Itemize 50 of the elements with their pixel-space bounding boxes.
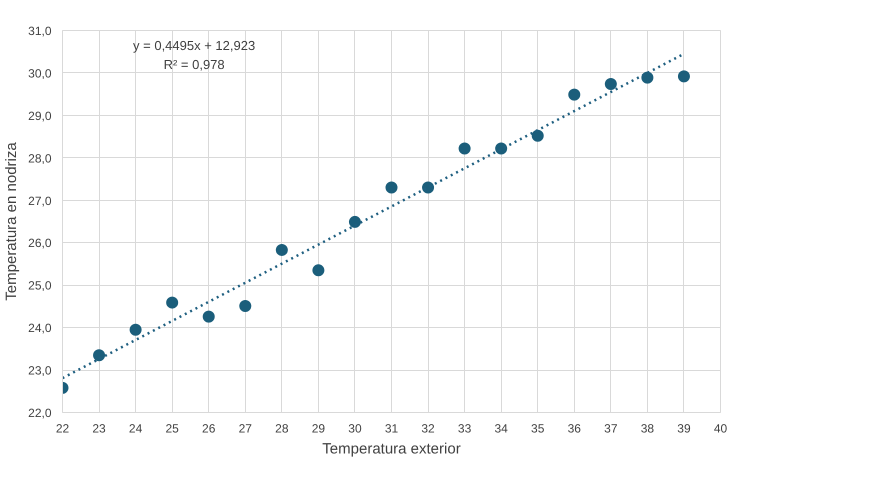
y-tick-label: 25,0 bbox=[28, 278, 52, 293]
y-tick-label: 30,0 bbox=[28, 66, 52, 80]
x-tick-label: 25 bbox=[165, 422, 180, 436]
point bbox=[130, 324, 142, 336]
x-tick-label: 38 bbox=[640, 422, 654, 436]
point bbox=[239, 300, 252, 312]
x-tick-label: 24 bbox=[128, 422, 143, 436]
point bbox=[568, 88, 580, 101]
x-tick-label: 37 bbox=[604, 422, 618, 436]
x-tick-label: 35 bbox=[531, 422, 545, 436]
x-tick-label: 34 bbox=[494, 422, 508, 436]
y-tick-label: 31,0 bbox=[28, 24, 52, 38]
x-tick-label: 33 bbox=[458, 422, 472, 436]
annotation: y = 0,4495x + 12,923 bbox=[133, 38, 256, 54]
x-tick-label: 31 bbox=[384, 422, 398, 436]
x-tick-label: 30 bbox=[348, 422, 362, 436]
point bbox=[312, 264, 324, 276]
point bbox=[93, 349, 106, 362]
x-tick-label: 32 bbox=[421, 422, 436, 436]
annotation: R² = 0,978 bbox=[164, 57, 225, 72]
x-tick-label: 36 bbox=[568, 422, 582, 436]
point bbox=[604, 78, 617, 90]
x-tick-label: 29 bbox=[312, 422, 326, 436]
x-tick-label: 27 bbox=[238, 422, 252, 436]
x-tick-label: 23 bbox=[92, 422, 106, 436]
y-tick-label: 22,0 bbox=[28, 406, 52, 420]
point bbox=[422, 182, 434, 194]
point bbox=[166, 296, 178, 309]
point bbox=[641, 72, 654, 84]
point bbox=[495, 142, 508, 154]
y-tick-label: 24,0 bbox=[28, 321, 52, 336]
point bbox=[348, 216, 361, 228]
point bbox=[386, 182, 398, 194]
y-axis-title: Temperatura en nodriza bbox=[3, 142, 20, 301]
point bbox=[458, 142, 471, 154]
x-axis-title: Temperatura exterior bbox=[322, 440, 461, 458]
y-tick-label: 29,0 bbox=[28, 108, 52, 123]
y-tick-label: 23,0 bbox=[28, 364, 52, 378]
y-tick-label: 27,0 bbox=[28, 194, 52, 208]
point bbox=[678, 70, 690, 82]
y-tick-label: 28,0 bbox=[28, 151, 52, 166]
x-tick-label: 28 bbox=[275, 422, 289, 436]
x-tick-label: 39 bbox=[677, 422, 691, 436]
point bbox=[276, 244, 288, 256]
point bbox=[202, 310, 215, 323]
x-tick-label: 26 bbox=[202, 422, 216, 436]
x-tick-label: 40 bbox=[714, 422, 728, 436]
y-tick-label: 26,0 bbox=[28, 236, 52, 250]
point bbox=[532, 130, 544, 142]
x-tick-label: 22 bbox=[56, 422, 70, 436]
